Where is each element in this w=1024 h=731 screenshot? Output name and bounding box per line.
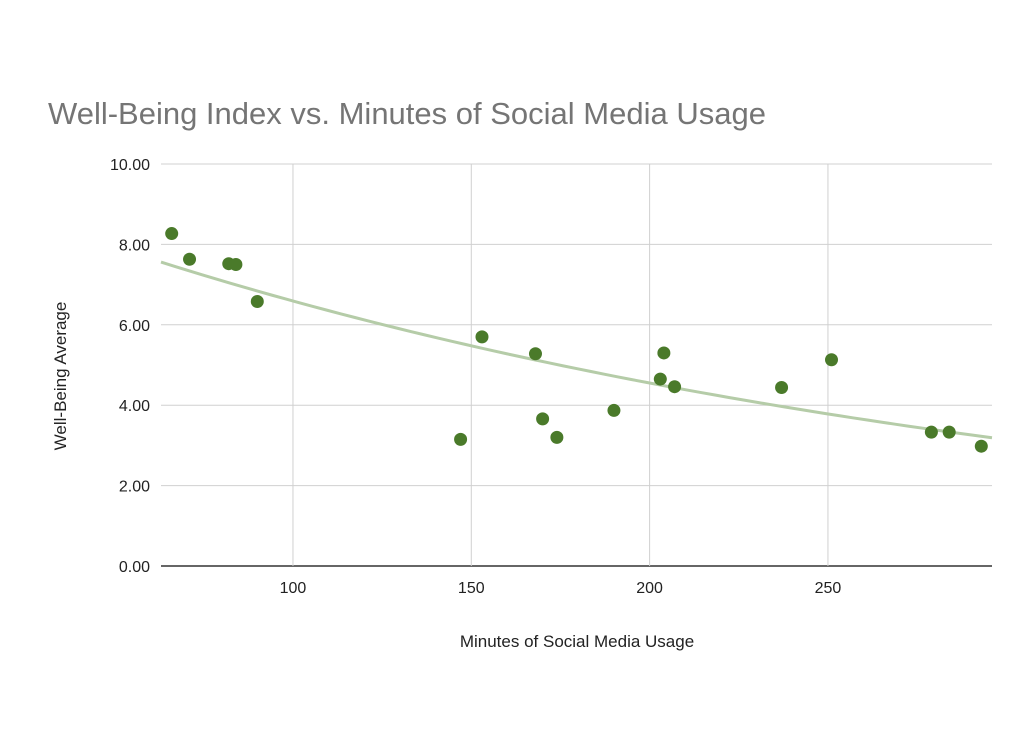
x-tick-label: 200 <box>636 580 663 597</box>
x-axis-label: Minutes of Social Media Usage <box>460 632 694 651</box>
y-tick-label: 0.00 <box>119 559 150 576</box>
data-point <box>607 403 621 417</box>
data-point <box>942 425 956 439</box>
data-point <box>528 347 542 361</box>
y-tick-label: 6.00 <box>119 318 150 335</box>
y-tick-label: 8.00 <box>119 237 150 254</box>
data-point <box>653 372 667 386</box>
data-point <box>825 353 839 367</box>
x-tick-label: 150 <box>458 580 485 597</box>
data-point <box>668 380 682 394</box>
x-tick-label: 250 <box>815 580 842 597</box>
chart-title: Well-Being Index vs. Minutes of Social M… <box>48 96 766 131</box>
data-point <box>250 294 264 308</box>
trendline <box>160 260 993 440</box>
data-point <box>536 412 550 426</box>
data-point <box>974 439 988 453</box>
data-points <box>165 227 988 453</box>
data-point <box>924 425 938 439</box>
data-point <box>775 381 789 395</box>
data-point <box>183 252 197 266</box>
data-point <box>550 430 564 444</box>
data-point <box>229 258 243 271</box>
grid-lines <box>161 163 992 567</box>
y-tick-label: 10.00 <box>110 157 150 174</box>
data-point <box>657 346 671 360</box>
x-tick-labels: 100 150 200 250 <box>280 580 842 597</box>
y-tick-labels: 0.00 2.00 4.00 6.00 8.00 10.00 <box>110 157 150 576</box>
data-point <box>165 227 179 241</box>
data-point <box>454 432 468 446</box>
x-tick-label: 100 <box>280 580 307 597</box>
y-tick-label: 2.00 <box>119 479 150 496</box>
y-tick-label: 4.00 <box>119 398 150 415</box>
trendline-group <box>160 260 993 440</box>
y-axis-label: Well-Being Average <box>51 302 70 451</box>
data-point <box>475 330 489 344</box>
